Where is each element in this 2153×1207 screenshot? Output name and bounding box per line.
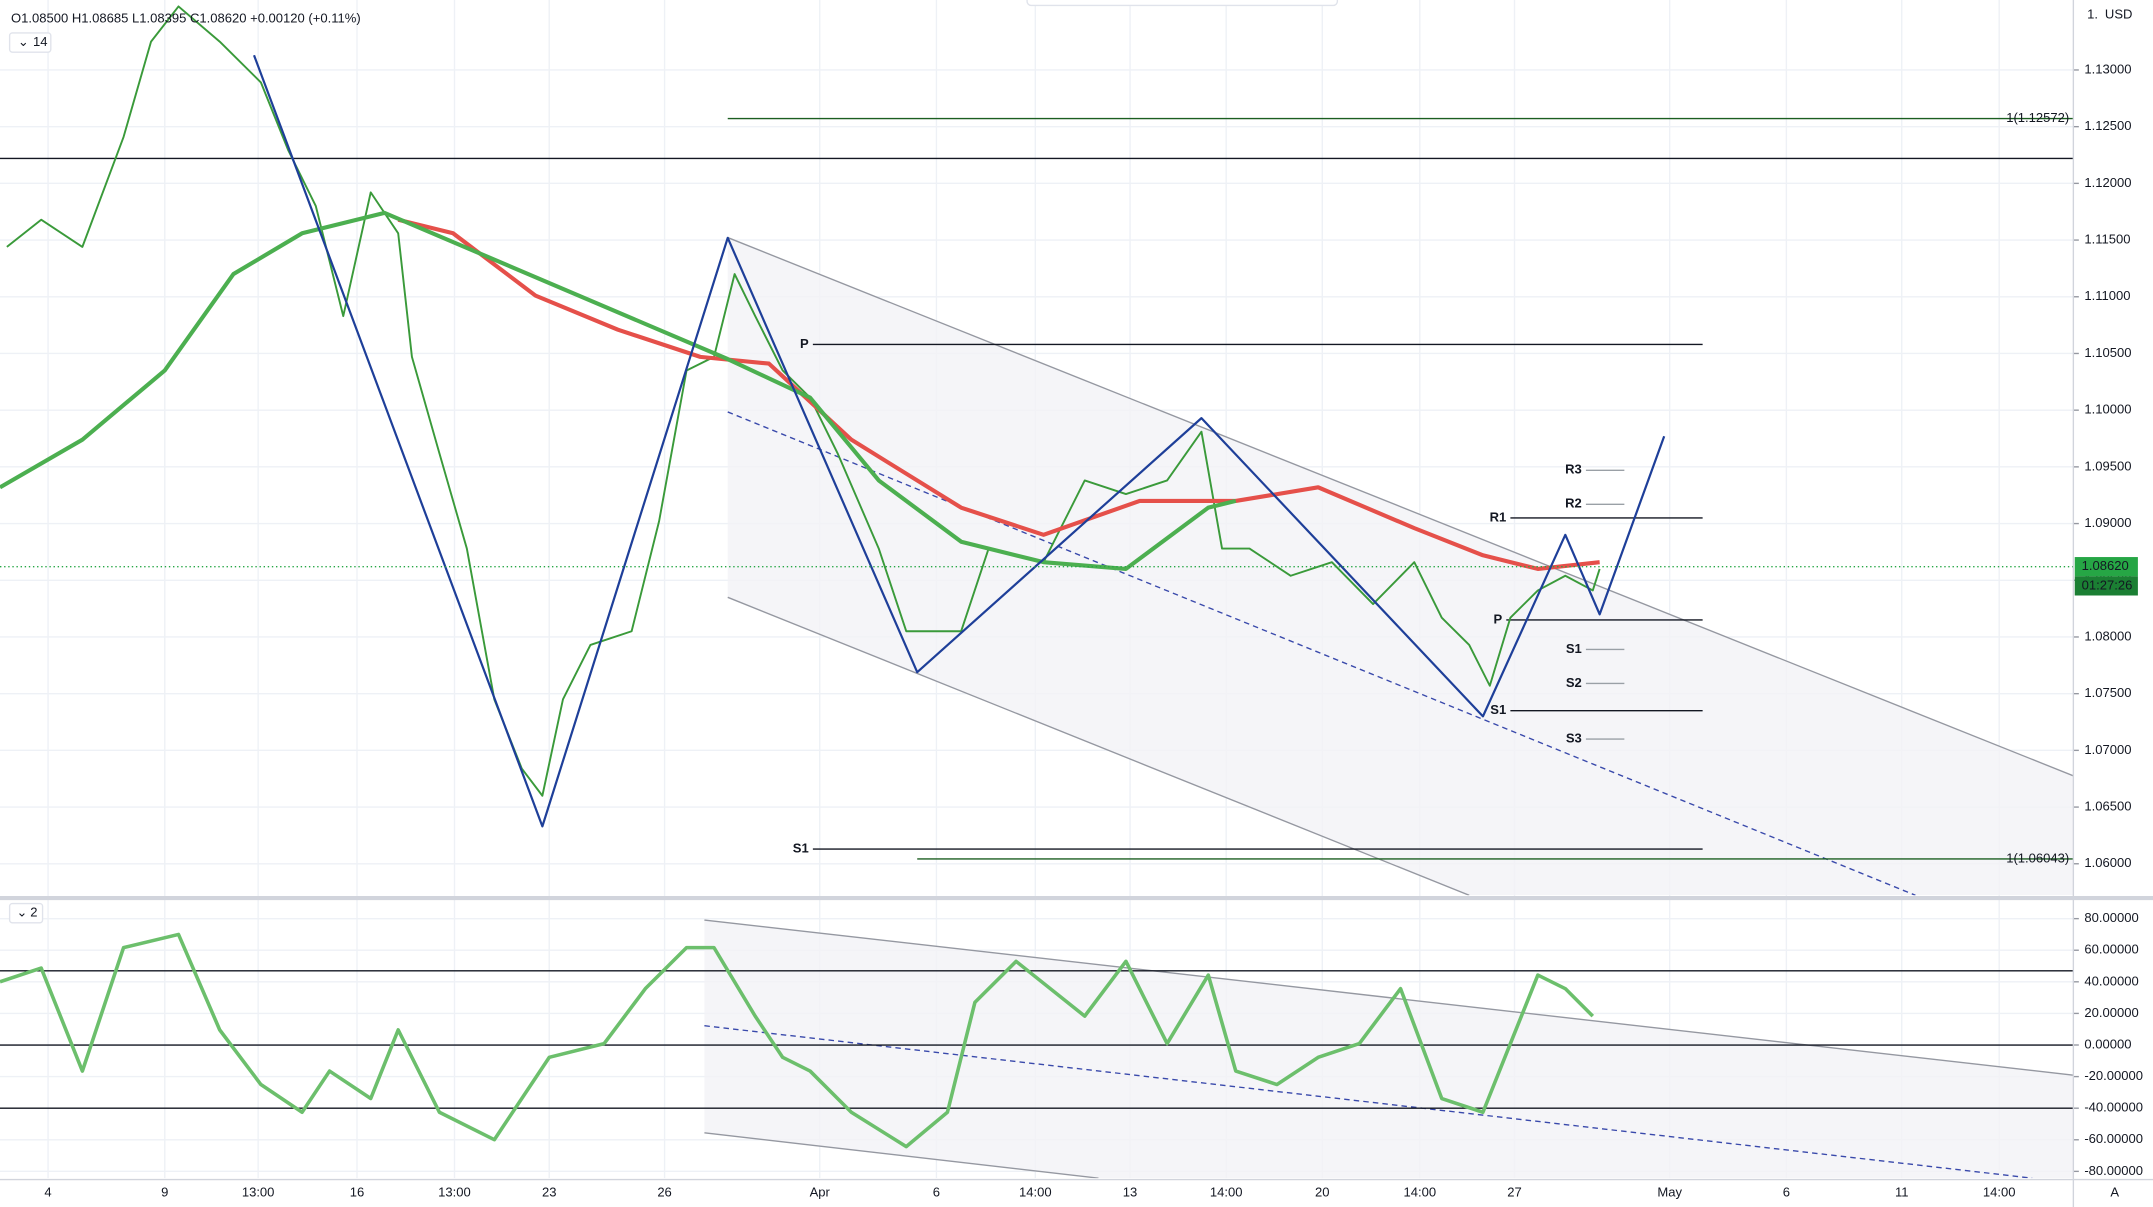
x-tick-label: 4: [44, 1185, 51, 1200]
y-tick-label: 1.07500: [2084, 685, 2131, 700]
x-tick-label: 14:00: [1403, 1185, 1436, 1200]
axes: 1.060001.065001.070001.075001.080001.085…: [44, 61, 2143, 1199]
pane-button[interactable]: [8, 902, 44, 924]
x-tick-label: 26: [657, 1185, 671, 1200]
x-tick-label: 13:00: [242, 1185, 275, 1200]
x-tick-label: 9: [161, 1185, 168, 1200]
series-line: [0, 932, 1595, 1149]
countdown-box: [2074, 576, 2138, 596]
y-tick-label: 1.06000: [2084, 855, 2131, 870]
pivot-label: R3: [1565, 462, 1582, 477]
y-tick-label: 1.08000: [2084, 628, 2131, 643]
x-tick-label: 13: [1123, 1185, 1137, 1200]
y-tick-label: 80.00000: [2084, 910, 2138, 925]
pivot-label: R2: [1565, 496, 1582, 511]
toolbar-tab[interactable]: [1026, 0, 1339, 7]
x-tick-label: 14:00: [1983, 1185, 2016, 1200]
x-tick-label: 23: [542, 1185, 556, 1200]
pane-count: 2: [30, 905, 37, 920]
x-tick-label: 27: [1507, 1185, 1521, 1200]
currency: USD: [2105, 7, 2133, 22]
pivot-label: S3: [1566, 730, 1582, 745]
y-tick-label: 1.11500: [2084, 232, 2130, 247]
pivot-label: P: [800, 336, 809, 351]
last-price-box: [2074, 557, 2138, 577]
x-tick-label: 14:00: [1019, 1185, 1052, 1200]
y-tick-label: 60.00000: [2084, 942, 2138, 957]
y-tick-label: -60.00000: [2084, 1131, 2143, 1146]
level-label: 1(1.06043): [2006, 850, 2069, 865]
y-tick-label: 40.00000: [2084, 973, 2138, 988]
y-tick-label: 1.11000: [2084, 288, 2130, 303]
y-tick-label: 0.00000: [2084, 1036, 2131, 1051]
x-tick-label: Apr: [810, 1185, 831, 1200]
auto-button[interactable]: A: [2110, 1185, 2119, 1200]
pivot-label: R1: [1490, 509, 1507, 524]
x-tick-label: 14:00: [1210, 1185, 1243, 1200]
y-tick-label: 20.00000: [2084, 1005, 2138, 1020]
osc-pane: [0, 932, 2074, 1149]
scale-button[interactable]: 1.: [2087, 7, 2098, 22]
y-tick-label: -40.00000: [2084, 1100, 2143, 1115]
pivot-label: S1: [793, 840, 809, 855]
x-tick-label: 20: [1315, 1185, 1329, 1200]
series-line: [6, 5, 1601, 797]
pivot-label: S2: [1566, 675, 1582, 690]
y-tick-label: 1.09000: [2084, 515, 2131, 530]
x-tick-label: 13:00: [438, 1185, 471, 1200]
y-tick-label: -80.00000: [2084, 1163, 2143, 1178]
pivot-label: P: [1493, 611, 1502, 626]
y-tick-label: 1.09500: [2084, 458, 2131, 473]
y-tick-label: 1.12000: [2084, 175, 2131, 190]
interval-button[interactable]: [8, 32, 52, 53]
x-tick-label: May: [1657, 1185, 1682, 1200]
ohlc-legend: O1.08500 H1.08685 L1.08395 C1.08620 +0.0…: [11, 11, 361, 26]
chevron: ⌄: [18, 34, 29, 49]
x-tick-label: 16: [350, 1185, 364, 1200]
x-tick-label: 6: [933, 1185, 940, 1200]
last-price-label: 1.08620: [2082, 558, 2129, 573]
series-line: [397, 217, 1600, 571]
x-tick-label: 6: [1783, 1185, 1790, 1200]
y-tick-label: 1.13000: [2084, 61, 2131, 76]
y-tick-label: 1.10500: [2084, 345, 2131, 360]
y-tick-label: 1.10000: [2084, 402, 2131, 417]
main-pane: 1(1.12572) 1(1.06043) P S1 R1 P S1 R3 R2 S1 S2 S3: [0, 5, 2074, 865]
level-label: 1(1.12572): [2006, 110, 2069, 125]
x-tick-label: 11: [1895, 1185, 1909, 1200]
pivot-label: S1: [1566, 641, 1582, 656]
y-tick-label: 1.06500: [2084, 799, 2131, 814]
countdown-label: 01:27:26: [2082, 577, 2133, 592]
y-tick-label: -20.00000: [2084, 1068, 2143, 1083]
y-tick-label: 1.12500: [2084, 118, 2131, 133]
series-line: [252, 54, 1666, 828]
series-line: [0, 210, 1237, 571]
chevron: ⌄: [16, 905, 27, 920]
pivot-label: S1: [1490, 702, 1506, 717]
y-tick-label: 1.07000: [2084, 742, 2131, 757]
interval: 14: [33, 34, 47, 49]
